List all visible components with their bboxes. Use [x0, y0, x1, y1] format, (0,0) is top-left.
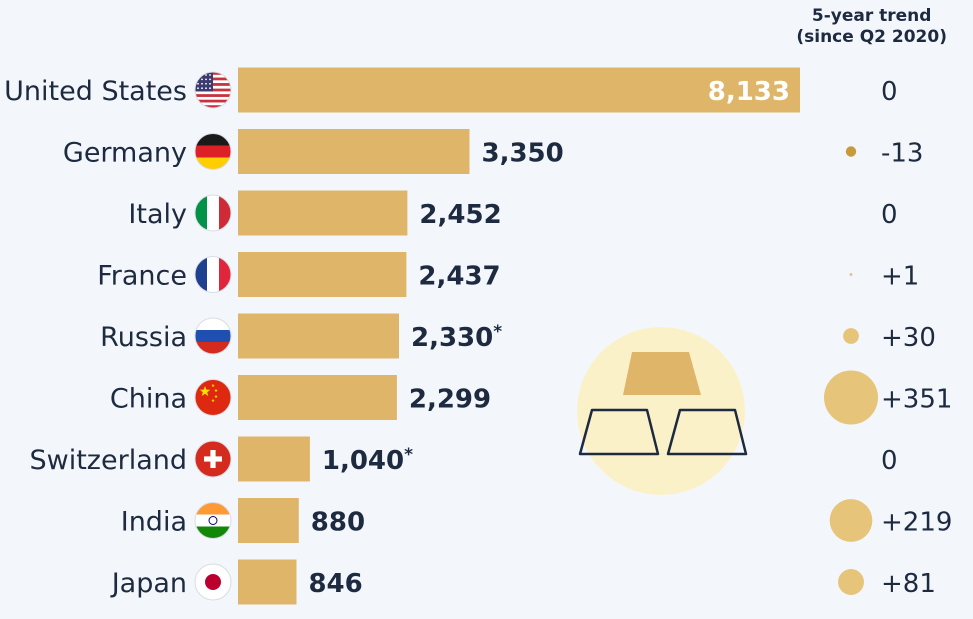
bar-row: United States 8,133 0	[4, 67, 898, 113]
country-label: India	[121, 507, 187, 538]
country-label: Japan	[110, 568, 187, 599]
trend-label: 0	[881, 77, 898, 107]
country-label: United States	[4, 76, 187, 107]
value-label: 2,452	[419, 200, 501, 230]
trend-label: +30	[881, 323, 936, 353]
trend-header-line2: (since Q2 2020)	[796, 27, 947, 47]
trend-label: +219	[881, 508, 952, 538]
bar-row: China 2,299 +351	[110, 370, 952, 425]
trend-label: +351	[881, 385, 952, 415]
trend-circle	[845, 146, 857, 157]
value-label: 2,330*	[411, 322, 502, 353]
bar	[238, 313, 399, 359]
country-label: Russia	[100, 322, 187, 353]
ch-flag-icon	[194, 440, 232, 478]
gold-bar-outline-icon	[578, 408, 660, 456]
trend-label: +81	[881, 569, 936, 599]
gold-bar-icon	[623, 352, 701, 395]
bar	[238, 67, 800, 113]
bar-row: Germany 3,350 -13	[63, 129, 923, 174]
value-label: 8,133	[708, 77, 790, 107]
trend-circle	[849, 273, 853, 276]
country-label: Italy	[128, 199, 187, 230]
value-label: 846	[308, 569, 362, 599]
trend-header: 5-year trend (since Q2 2020)	[796, 6, 947, 48]
bar-row: France 2,437 +1	[97, 252, 919, 297]
bar	[238, 559, 297, 605]
country-label: France	[97, 261, 187, 292]
trend-circle	[838, 569, 864, 595]
bar-rows: United States 8,133 0 Germany 3,350 -13 Italy 2…	[4, 67, 952, 605]
value-label: 2,299	[409, 385, 491, 415]
in-flag-icon	[194, 502, 232, 539]
trend-circle	[829, 499, 873, 542]
us-flag-icon	[194, 71, 232, 109]
gold-bars-illustration	[577, 327, 748, 495]
trend-label: +1	[881, 262, 919, 292]
bar-row: Switzerland 1,040* 0	[30, 436, 898, 482]
it-flag-icon	[194, 194, 232, 232]
value-label: 2,437	[418, 262, 500, 292]
trend-label: 0	[881, 200, 898, 230]
bar-row: Japan 846 +81	[110, 559, 936, 605]
country-label: Germany	[63, 138, 187, 169]
fr-flag-icon	[194, 256, 232, 293]
bar-row: Italy 2,452 0	[128, 190, 898, 236]
gold-bar-outline-icon	[666, 408, 748, 456]
bar	[238, 129, 470, 174]
trend-label: -13	[881, 139, 923, 169]
country-label: China	[110, 384, 187, 415]
bar	[238, 436, 310, 482]
bar	[238, 190, 408, 236]
trend-label: 0	[881, 446, 898, 476]
trend-circle	[824, 370, 878, 425]
cn-flag-icon	[194, 379, 232, 416]
value-label: 880	[311, 508, 365, 538]
value-label: 1,040*	[322, 445, 413, 476]
trend-circle	[843, 328, 859, 344]
value-label: 3,350	[481, 139, 563, 169]
bar	[238, 375, 397, 420]
bar	[238, 252, 407, 297]
country-label: Switzerland	[30, 445, 188, 476]
bar-row: India 880 +219	[121, 498, 952, 543]
jp-flag-icon	[194, 563, 232, 601]
trend-header-line1: 5-year trend	[811, 6, 932, 26]
de-flag-icon	[194, 133, 232, 170]
bar-row: Russia 2,330* +30	[100, 313, 936, 359]
bar	[238, 498, 299, 543]
ru-flag-icon	[194, 317, 232, 355]
